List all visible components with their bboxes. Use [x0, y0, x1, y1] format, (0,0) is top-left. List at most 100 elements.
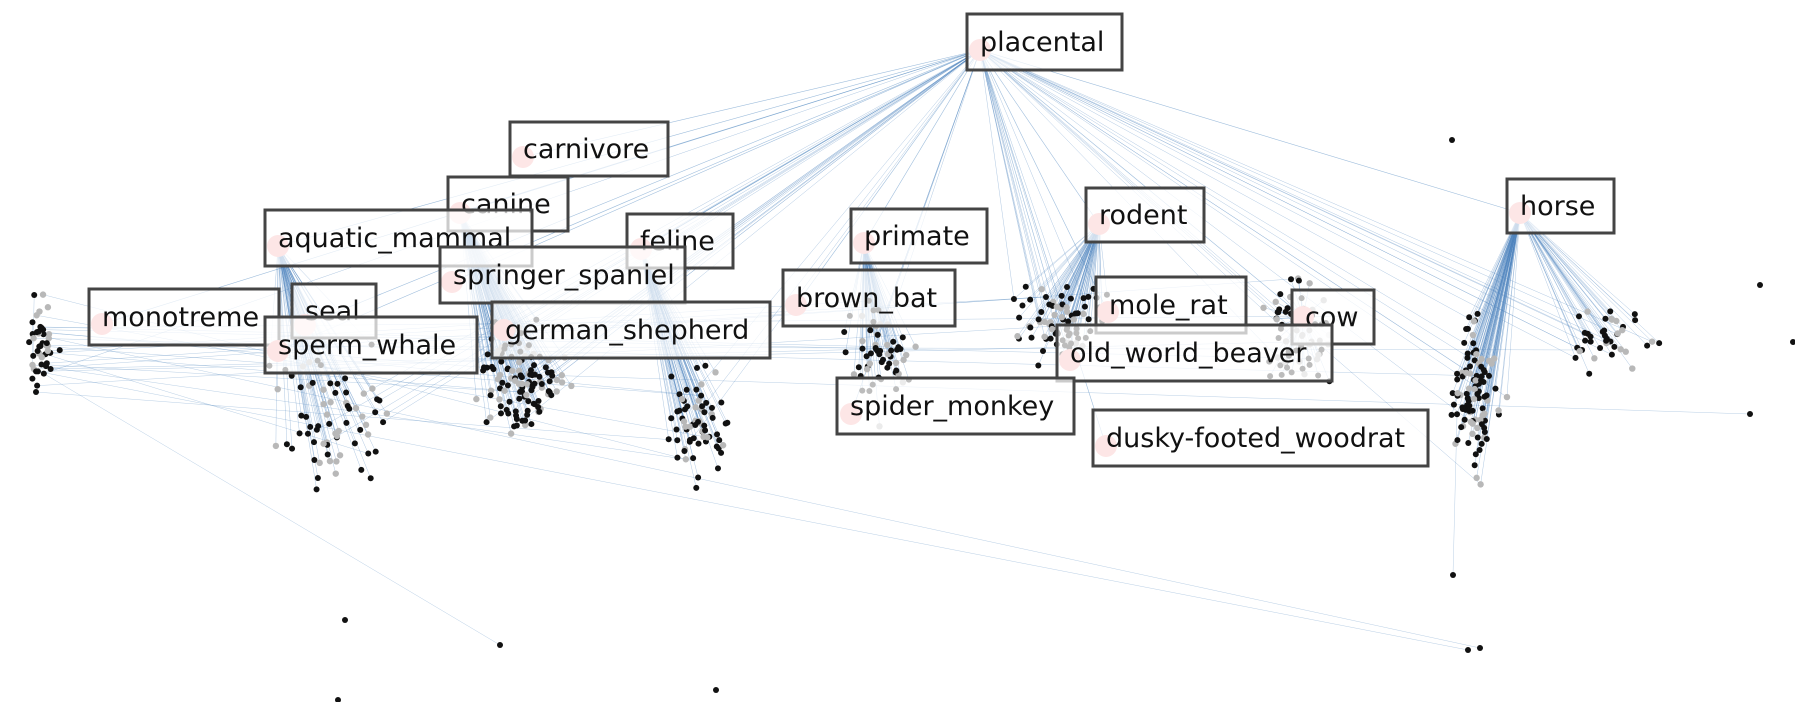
graph-node-leaf: [343, 419, 350, 426]
graph-node-leaf: [683, 386, 690, 393]
graph-node-leaf: [1597, 345, 1604, 352]
graph-node-leaf: [701, 409, 708, 416]
graph-node-leaf: [673, 426, 680, 433]
label-text-placental: placental: [980, 27, 1104, 58]
graph-node-leaf: [1581, 329, 1588, 336]
graph-node-leaf: [1611, 343, 1618, 350]
graph-node-leaf: [884, 364, 891, 371]
graph-node-leaf: [1480, 367, 1487, 374]
graph-node-leaf: [716, 437, 723, 444]
edge: [979, 49, 1045, 337]
edge: [677, 49, 981, 441]
graph-node-leaf: [713, 687, 719, 693]
edge-placental-seal: [304, 49, 981, 326]
edge: [1491, 212, 1521, 364]
graph-node-intermediate: [360, 390, 368, 397]
graph-node-leaf: [1757, 282, 1763, 288]
graph-node-intermediate: [558, 372, 566, 379]
edge: [1483, 212, 1521, 383]
graph-node-intermediate: [863, 365, 871, 373]
graph-node-intermediate: [1478, 355, 1485, 363]
label-box-spider_monkey: [835, 376, 1076, 436]
graph-node-leaf: [1466, 363, 1473, 370]
graph-node-leaf: [665, 436, 672, 443]
edge: [979, 49, 1618, 335]
edge: [1480, 212, 1521, 381]
graph-node-intermediate: [515, 380, 523, 387]
edge: [1519, 212, 1621, 350]
graph-node-leaf: [542, 364, 549, 371]
graph-node-leaf: [525, 398, 532, 405]
edge: [1462, 212, 1521, 377]
graph-node-intermediate: [274, 385, 281, 393]
edge: [1469, 212, 1521, 367]
edge: [1472, 212, 1521, 422]
edge: [1519, 212, 1607, 344]
graph-node-leaf: [327, 380, 334, 387]
graph-node-intermediate: [1617, 346, 1624, 353]
graph-node-leaf: [34, 382, 41, 389]
graph-node-intermediate: [1584, 308, 1591, 315]
graph-node-leaf: [47, 366, 54, 373]
graph-node-leaf: [1282, 308, 1289, 315]
edge: [979, 49, 1079, 339]
graph-node-intermediate: [1070, 316, 1077, 323]
edge-placental-mole_rat: [979, 49, 1109, 313]
graph-node-leaf: [1790, 339, 1795, 345]
graph-node-intermediate: [719, 442, 727, 449]
graph-node-leaf: [483, 419, 490, 426]
graph-node-leaf: [1274, 309, 1281, 316]
graph-node-leaf: [1458, 424, 1465, 431]
graph-node-leaf: [1461, 416, 1468, 423]
graph-node-leaf: [289, 445, 296, 452]
graph-node-intermediate: [333, 432, 341, 440]
edge: [1498, 212, 1521, 415]
graph-node-intermediate: [678, 395, 686, 403]
label-text-brown_bat: brown_bat: [796, 283, 937, 314]
edge: [979, 49, 1480, 364]
label-text-sperm_whale: sperm_whale: [278, 330, 456, 361]
graph-node-leaf: [531, 380, 538, 387]
edge: [1468, 212, 1521, 389]
graph-node-leaf: [1080, 295, 1087, 302]
graph-node-leaf: [326, 420, 333, 427]
graph-node-intermediate: [369, 385, 376, 392]
graph-node-intermediate: [501, 387, 508, 394]
graph-node-intermediate: [323, 411, 331, 418]
graph-node-leaf: [1450, 572, 1456, 578]
graph-node-leaf: [1603, 335, 1610, 342]
graph-node-leaf: [703, 399, 710, 406]
graph-node-leaf: [1747, 411, 1753, 417]
graph-node-leaf: [342, 375, 349, 382]
graph-node-leaf: [1463, 325, 1470, 332]
edge-placental-cow: [979, 49, 1304, 318]
graph-node-leaf: [296, 430, 303, 437]
graph-node-intermediate: [900, 356, 907, 364]
edge: [1519, 212, 1648, 346]
edge: [1487, 212, 1521, 401]
edge: [1475, 212, 1521, 351]
edge: [1038, 223, 1100, 366]
graph-node-intermediate: [892, 359, 900, 367]
graph-node-leaf: [1472, 451, 1479, 458]
graph-node-leaf: [309, 379, 316, 386]
graph-node-leaf: [30, 352, 37, 359]
graph-node-intermediate: [680, 418, 688, 425]
graph-node-leaf: [536, 408, 543, 415]
edge: [1486, 212, 1521, 439]
edge-placental-springer_spaniel: [451, 49, 981, 283]
graph-node-leaf: [718, 399, 725, 406]
graph-node-leaf: [351, 440, 358, 447]
graph-node-intermediate: [682, 456, 690, 463]
label-box-horse: [1505, 177, 1616, 235]
graph-node-leaf: [695, 474, 702, 481]
edge: [979, 49, 1611, 342]
graph-node-leaf: [1010, 296, 1017, 303]
graph-node-leaf: [357, 426, 364, 433]
graph-node-leaf: [897, 345, 904, 352]
label-text-springer_spaniel: springer_spaniel: [453, 260, 675, 291]
graph-node-leaf: [1601, 327, 1608, 334]
graph-node-leaf: [43, 340, 50, 347]
graph-node-intermediate: [1471, 385, 1478, 393]
